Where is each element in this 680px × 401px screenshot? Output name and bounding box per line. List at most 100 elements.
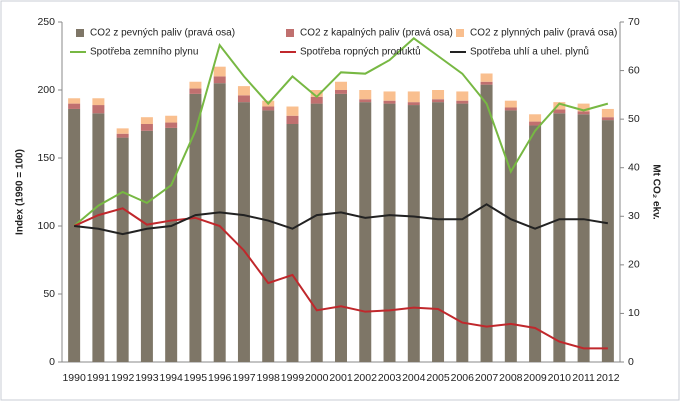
legend-label: CO2 z kapalných paliv (pravá osa) <box>300 28 453 39</box>
y2-tick-label: 30 <box>628 210 640 222</box>
bar-segment <box>480 73 493 82</box>
y-tick-label: 250 <box>37 16 55 28</box>
x-tick-label: 2004 <box>402 372 426 384</box>
legend-swatch <box>456 29 464 37</box>
legend-swatch <box>76 29 84 37</box>
bar-segment <box>237 102 250 363</box>
x-tick-label: 2001 <box>329 372 353 384</box>
x-tick-label: 1995 <box>184 372 208 384</box>
bar-segment <box>456 100 469 104</box>
x-tick-label: 1991 <box>87 372 111 384</box>
x-tick-label: 2006 <box>451 372 475 384</box>
bar-segment <box>432 99 445 103</box>
bar-segment <box>213 83 226 362</box>
bar-segment <box>553 113 566 362</box>
bar-segment <box>92 105 105 114</box>
x-tick-label: 1997 <box>232 372 256 384</box>
bar-segment <box>310 90 323 97</box>
x-tick-label: 2000 <box>305 372 329 384</box>
bar-segment <box>262 110 275 363</box>
bar-segment <box>116 137 129 362</box>
bar-segment <box>165 115 178 123</box>
y2-tick-label: 10 <box>628 307 640 319</box>
bar-segment <box>383 100 396 104</box>
bar-segment <box>529 121 542 126</box>
bar-segment <box>504 107 517 111</box>
bar-segment <box>213 76 226 84</box>
bar-segment <box>237 95 250 103</box>
legend-label: Spotřeba uhlí a uhel. plynů <box>470 46 589 58</box>
bar-segment <box>577 114 590 363</box>
y2-tick-label: 60 <box>628 64 640 76</box>
legend-label: Spotřeba zemního plynu <box>90 47 198 58</box>
x-tick-label: 2009 <box>523 372 547 384</box>
bar-segment <box>310 103 323 362</box>
bar-segment <box>335 81 347 90</box>
bar-segment <box>92 98 105 106</box>
y2-tick-label: 20 <box>628 259 640 271</box>
x-tick-label: 1993 <box>135 372 159 384</box>
bar-segment <box>140 124 153 131</box>
x-tick-label: 2011 <box>572 372 595 384</box>
x-tick-label: 1999 <box>281 372 305 384</box>
bar-segment <box>456 103 469 362</box>
bar-segment <box>286 106 299 116</box>
bar-segment <box>504 100 517 108</box>
bar-segment <box>189 88 202 94</box>
bar-segment <box>189 93 202 362</box>
x-tick-label: 1996 <box>208 372 232 384</box>
bar-segment <box>577 103 590 112</box>
bar-segment <box>383 103 396 362</box>
y-tick-label: 150 <box>37 152 55 164</box>
bar-segment <box>407 91 420 103</box>
y-tick-label: 50 <box>43 288 55 300</box>
bar-segment <box>68 103 81 109</box>
bar-segment <box>189 81 202 89</box>
bar-segment <box>92 113 105 362</box>
x-tick-label: 1992 <box>111 372 135 384</box>
bar-segment <box>286 115 299 124</box>
bar-segment <box>553 102 566 110</box>
y-tick-label: 0 <box>49 356 55 368</box>
bar-segment <box>335 90 347 94</box>
bar-segment <box>480 84 493 363</box>
line-series <box>74 203 609 236</box>
bar-segment <box>68 98 81 104</box>
x-tick-label: 1994 <box>159 372 183 384</box>
bar-segment <box>310 96 323 104</box>
bar-segment <box>140 130 153 362</box>
bar-segment <box>601 120 614 362</box>
bar-segment <box>553 109 566 114</box>
y-axis-title: Index (1990 = 100) <box>15 149 26 235</box>
bar-segment <box>165 127 178 362</box>
bar-segment <box>359 102 372 363</box>
y2-tick-label: 0 <box>628 356 634 368</box>
bar-segment <box>407 102 420 106</box>
legend-swatch <box>286 29 294 37</box>
bar-segment <box>116 128 129 134</box>
x-tick-label: 2012 <box>596 372 620 384</box>
bar-segment <box>140 117 153 124</box>
bar-segment <box>165 122 178 128</box>
bar-segment <box>262 106 275 111</box>
x-tick-label: 2002 <box>354 372 378 384</box>
bar-segment <box>432 102 445 363</box>
bar-segment <box>116 133 129 138</box>
bar-segment <box>286 124 299 362</box>
bar-segment <box>577 111 590 115</box>
y2-tick-label: 40 <box>628 161 640 173</box>
bar-segment <box>601 117 614 121</box>
line-series <box>73 37 609 227</box>
y-tick-label: 200 <box>37 84 55 96</box>
x-tick-label: 2007 <box>475 372 499 384</box>
bar-segment <box>407 105 420 363</box>
bar-segment <box>359 90 372 100</box>
x-tick-label: 2005 <box>426 372 450 384</box>
legend-label: Spotřeba ropných produktů <box>300 46 421 58</box>
bar-segment <box>480 81 493 85</box>
bar-segment <box>359 99 372 103</box>
y-tick-label: 100 <box>37 220 55 232</box>
legend-label: CO2 z plynných paliv (pravá osa) <box>470 28 617 39</box>
